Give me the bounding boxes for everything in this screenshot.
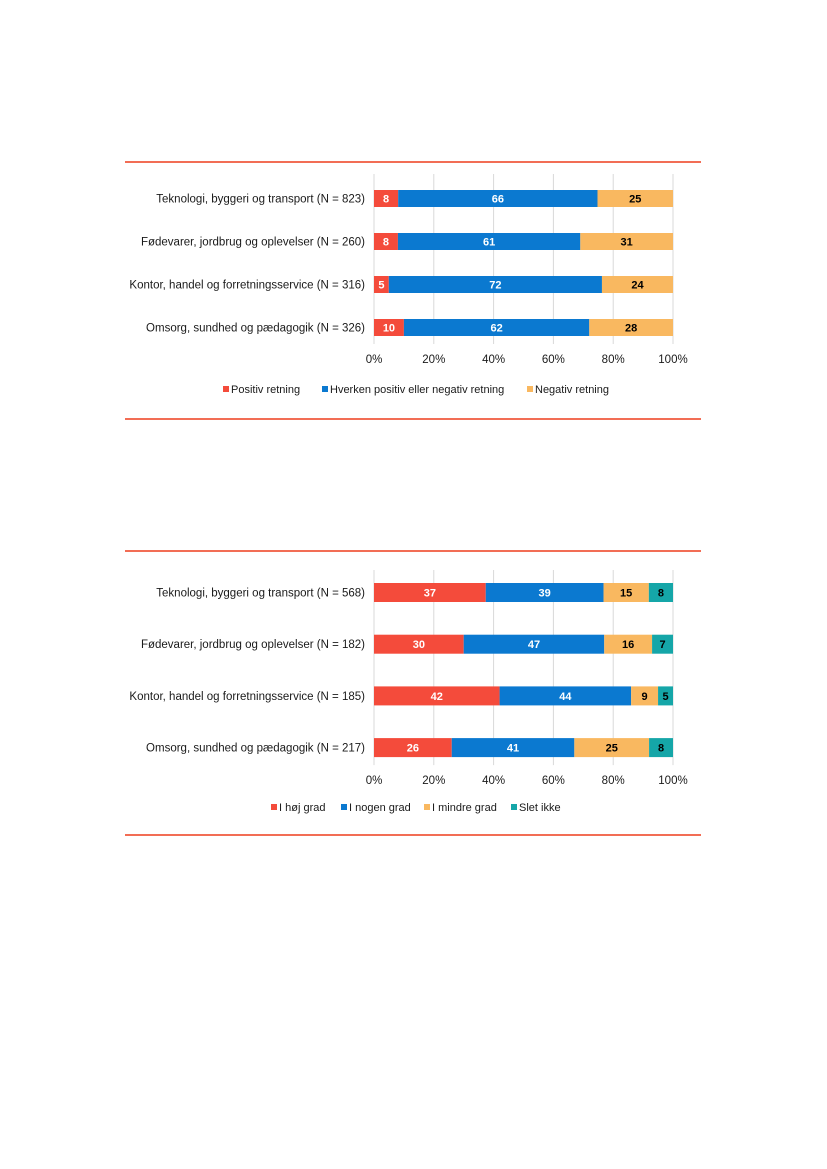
legend-label: I nogen grad (349, 802, 411, 814)
data-label: 30 (413, 639, 425, 651)
bar-segment (597, 190, 673, 207)
x-tick-label: 0% (366, 775, 383, 787)
chart-2-top-rule (125, 550, 701, 552)
bar-segment (451, 738, 575, 758)
bar-segment (463, 634, 605, 654)
legend-label: I høj grad (279, 802, 325, 814)
category-label: Omsorg, sundhed og pædagogik (N = 217) (146, 743, 365, 755)
x-tick-label: 40% (482, 354, 505, 366)
bar-segment (604, 634, 653, 654)
category-label: Kontor, handel og forretningsservice (N … (129, 280, 365, 292)
x-tick-label: 100% (658, 354, 687, 366)
bar-segment (374, 233, 398, 250)
bar-segment (388, 276, 602, 293)
bar-segment (499, 686, 632, 706)
bar-segment (374, 276, 389, 293)
data-label: 8 (383, 237, 389, 249)
bar-segment (398, 190, 598, 207)
x-tick-label: 20% (422, 354, 445, 366)
data-label: 44 (559, 691, 572, 703)
legend-label: Hverken positiv eller negativ retning (330, 384, 504, 396)
chart-2-bottom-rule (125, 834, 701, 836)
legend-label: Positiv retning (231, 384, 300, 396)
data-label: 9 (642, 691, 648, 703)
data-label: 8 (383, 194, 389, 206)
data-label: 66 (492, 194, 504, 206)
data-label: 39 (539, 588, 551, 600)
x-tick-label: 20% (422, 775, 445, 787)
legend-swatch (322, 386, 328, 392)
legend-swatch (511, 804, 517, 810)
chart-1-bottom-rule (125, 418, 701, 420)
data-label: 37 (424, 588, 436, 600)
category-label: Kontor, handel og forretningsservice (N … (129, 691, 365, 703)
data-label: 62 (490, 323, 502, 335)
bar-segment (374, 583, 486, 602)
x-tick-label: 60% (542, 775, 565, 787)
x-tick-label: 80% (602, 775, 625, 787)
bar-segment (374, 319, 404, 336)
bar-segment (603, 583, 649, 602)
bar-segment (601, 276, 673, 293)
data-label: 7 (659, 639, 665, 651)
bar-segment (649, 738, 673, 758)
x-tick-label: 0% (366, 354, 383, 366)
bar-segment (374, 634, 464, 654)
category-label: Omsorg, sundhed og pædagogik (N = 326) (146, 323, 365, 335)
chart-1: 0% 20% 40% 60% 80% 100% Teknologi, byggeri og … (129, 174, 688, 396)
data-label: 47 (528, 639, 540, 651)
legend-swatch (223, 386, 229, 392)
bar-segment (589, 319, 673, 336)
chart-2: 0% 20% 40% 60% 80% 100% Teknologi, byggeri og … (129, 570, 688, 814)
bar-segment (374, 686, 500, 706)
x-tick-label: 40% (482, 775, 505, 787)
bar-segment (397, 233, 581, 250)
bar-segment (574, 738, 650, 758)
bar-segment (485, 583, 604, 602)
data-label: 8 (658, 743, 664, 755)
data-label: 5 (662, 691, 668, 703)
data-label: 16 (622, 639, 634, 651)
legend-swatch (271, 804, 277, 810)
bar-segment (652, 634, 673, 654)
category-label: Fødevarer, jordbrug og oplevelser (N = 1… (141, 639, 365, 651)
data-label: 61 (483, 237, 495, 249)
legend-label: Negativ retning (535, 384, 609, 396)
category-label: Fødevarer, jordbrug og oplevelser (N = 2… (141, 237, 365, 249)
x-tick-label: 100% (658, 775, 687, 787)
data-label: 25 (629, 194, 641, 206)
bar-segment (648, 583, 673, 602)
category-label: Teknologi, byggeri og transport (N = 568… (156, 588, 365, 600)
data-label: 42 (431, 691, 443, 703)
bar-segment (374, 190, 399, 207)
legend-label: Slet ikke (519, 802, 561, 814)
data-label: 10 (383, 323, 395, 335)
legend-swatch (424, 804, 430, 810)
legend-label: I mindre grad (432, 802, 497, 814)
data-label: 72 (489, 280, 501, 292)
data-label: 8 (658, 588, 664, 600)
bar-segment (403, 319, 590, 336)
bar-segment (580, 233, 673, 250)
legend-swatch (341, 804, 347, 810)
x-tick-label: 60% (542, 354, 565, 366)
data-label: 24 (631, 280, 644, 292)
legend-swatch (527, 386, 533, 392)
data-label: 15 (620, 588, 632, 600)
data-label: 41 (507, 743, 519, 755)
category-label: Teknologi, byggeri og transport (N = 823… (156, 194, 365, 206)
bar-segment (374, 738, 452, 758)
x-tick-label: 80% (602, 354, 625, 366)
data-label: 31 (621, 237, 633, 249)
bar-segment (658, 686, 673, 706)
data-label: 5 (378, 280, 384, 292)
data-label: 28 (625, 323, 637, 335)
bar-segment (631, 686, 659, 706)
chart-1-top-rule (125, 161, 701, 163)
data-label: 26 (407, 743, 419, 755)
data-label: 25 (606, 743, 618, 755)
